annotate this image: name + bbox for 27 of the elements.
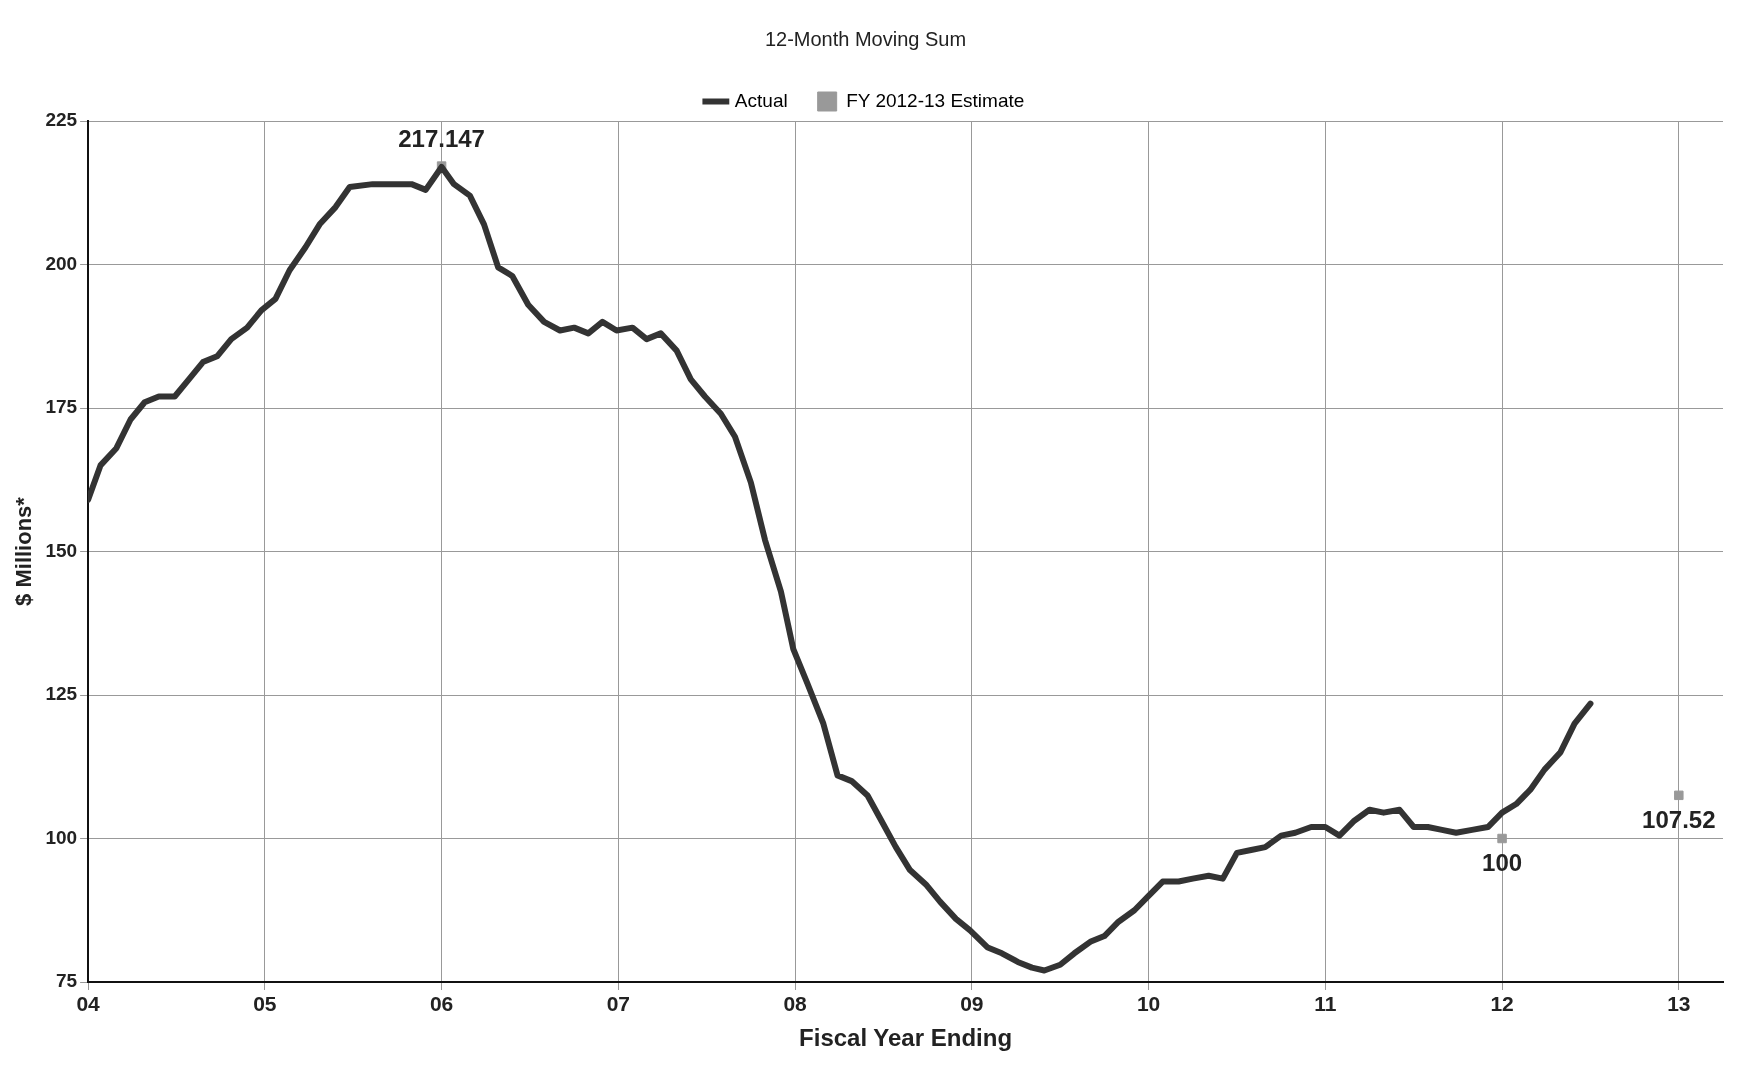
- y-tick-label: 225: [45, 109, 78, 131]
- point: [1674, 790, 1684, 801]
- data-label: 100: [1482, 849, 1523, 877]
- x-tick-label: 08: [783, 992, 808, 1016]
- x-tick-label: 10: [1136, 992, 1161, 1016]
- y-axis-title: $ Millions*: [11, 496, 37, 606]
- x-tick-label: 05: [253, 992, 277, 1016]
- x-axis-title: Fiscal Year Ending: [799, 1024, 1013, 1052]
- y-tick-label: 100: [45, 826, 78, 848]
- y-tick-label: 75: [55, 970, 78, 992]
- x-tick-label: 13: [1667, 992, 1691, 1016]
- x-tick-label: 09: [960, 992, 984, 1016]
- x-tick-label: 04: [76, 992, 101, 1016]
- y-tick-label: 175: [45, 396, 78, 418]
- y-tick-label: 125: [45, 683, 78, 705]
- x-tick-label: 12: [1490, 992, 1514, 1016]
- data-label: 217.147: [398, 124, 485, 152]
- x-tick-label: 11: [1314, 992, 1337, 1016]
- data-label: 107.52: [1642, 805, 1716, 833]
- x-tick-label: 07: [606, 992, 631, 1016]
- legend-label: Actual: [734, 89, 788, 111]
- x-tick-label: 06: [429, 992, 454, 1016]
- y-tick-label: 150: [45, 539, 78, 561]
- y-tick-label: 200: [45, 252, 78, 274]
- chart-title: 12-Month Moving Sum: [764, 27, 967, 50]
- point: [1497, 833, 1507, 844]
- legend-label: FY 2012-13 Estimate: [846, 89, 1025, 111]
